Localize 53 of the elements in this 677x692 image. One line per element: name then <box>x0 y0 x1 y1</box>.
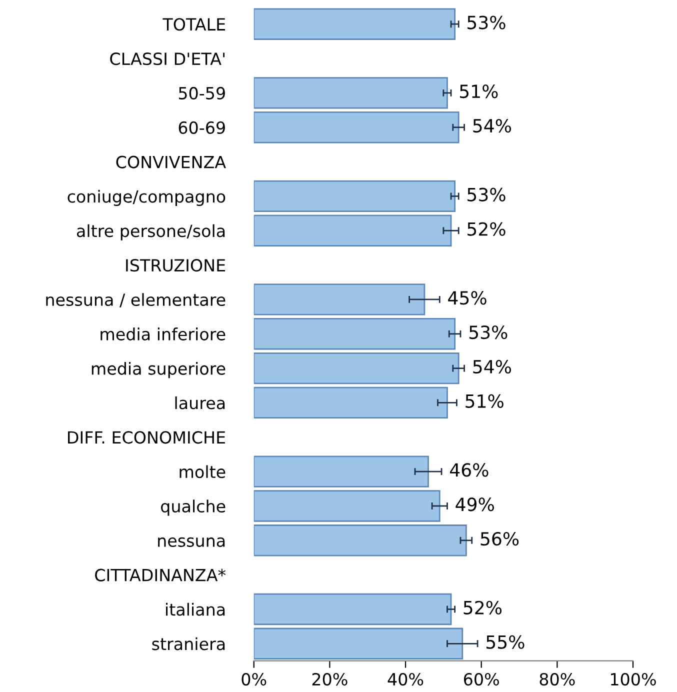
bar <box>254 284 426 316</box>
data-label: 54% <box>473 360 512 374</box>
y-tick-label: 50-59 <box>178 86 225 100</box>
bar <box>254 386 448 419</box>
data-label: 53% <box>468 188 506 202</box>
y-tick-label: media superiore <box>92 362 226 378</box>
data-label: 56% <box>480 532 519 546</box>
bar <box>254 8 456 40</box>
x-tick-label: 60% <box>464 672 499 686</box>
data-label: 54% <box>473 118 512 133</box>
bar <box>254 593 452 626</box>
y-tick-label: TOTALE <box>162 18 226 31</box>
bar <box>254 524 467 556</box>
data-label: 53% <box>468 16 506 30</box>
data-label: 46% <box>450 463 488 477</box>
x-tick-label: 40% <box>388 672 424 686</box>
y-tick-label: CLASSI D'ETA' <box>110 52 224 66</box>
bar <box>254 214 452 246</box>
x-tick-label: 20% <box>312 672 348 686</box>
y-tick-label: media inferiore <box>100 328 226 340</box>
x-tick-label: 80% <box>540 672 575 686</box>
bar <box>254 180 456 212</box>
y-tick-label: nessuna <box>158 537 225 547</box>
y-tick-label: molte <box>180 465 226 478</box>
y-tick-label: coniuge/compagno <box>68 190 226 206</box>
bar <box>254 112 460 144</box>
y-tick-label: 60-69 <box>178 121 225 134</box>
data-label: 55% <box>486 635 524 649</box>
y-tick-label: nessuna / elementare <box>46 293 226 308</box>
y-tick-label: laurea <box>175 396 225 410</box>
bar <box>254 456 429 488</box>
x-tick-label: 100% <box>611 672 656 686</box>
data-label: 52% <box>464 600 502 614</box>
x-tick-label: 0% <box>242 672 266 686</box>
y-tick-label: ISTRUZIONE <box>126 259 226 272</box>
bar <box>254 318 456 350</box>
y-tick-label: italiana <box>166 602 225 616</box>
data-label: 52% <box>468 222 506 236</box>
y-tick-label: CONVIVENZA <box>116 156 226 168</box>
y-tick-label: straniera <box>152 637 225 650</box>
data-label: 45% <box>448 291 486 305</box>
data-label: 53% <box>469 325 508 340</box>
bar <box>254 490 440 522</box>
y-tick-label: DIFF. ECONOMICHE <box>68 431 226 444</box>
bar <box>254 77 448 109</box>
data-label: 51% <box>466 394 504 408</box>
y-tick-label: qualche <box>161 500 226 516</box>
bar <box>254 352 460 384</box>
data-label: 51% <box>460 84 498 98</box>
y-tick-label: CITTADINANZA* <box>95 568 226 582</box>
bar <box>254 628 464 660</box>
data-label: 49% <box>456 498 494 512</box>
y-tick-label: altre persone/sola <box>76 224 225 240</box>
